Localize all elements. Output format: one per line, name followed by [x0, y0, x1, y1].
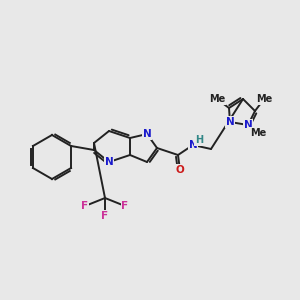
Text: F: F [101, 211, 109, 221]
Text: N: N [189, 140, 197, 150]
Text: Me: Me [250, 128, 266, 138]
Text: Me: Me [209, 94, 225, 104]
Text: N: N [244, 120, 252, 130]
Text: F: F [81, 201, 88, 211]
Text: F: F [122, 201, 129, 211]
Text: N: N [142, 129, 152, 139]
Text: H: H [195, 135, 203, 145]
Text: N: N [226, 117, 234, 127]
Text: N: N [105, 157, 113, 167]
Text: Me: Me [256, 94, 272, 104]
Text: O: O [176, 165, 184, 175]
